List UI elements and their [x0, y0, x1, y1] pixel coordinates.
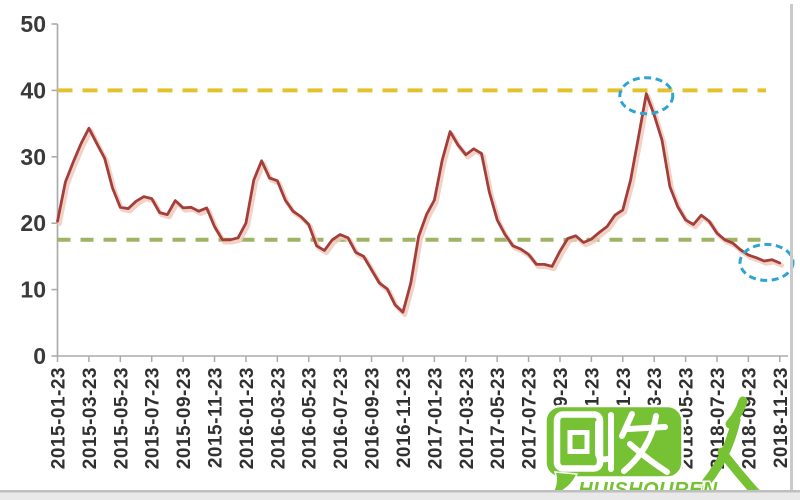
y-axis-label: 10	[20, 277, 46, 303]
x-axis-label: 2017-01-23	[425, 367, 446, 469]
right-border	[790, 4, 793, 494]
series-line-shadow	[57, 93, 785, 317]
x-axis-label: 2015-03-23	[80, 367, 101, 469]
x-axis-label: 2018-09-23	[739, 367, 760, 469]
x-axis-label: 2017-03-23	[457, 367, 478, 469]
x-axis-label: 2015-01-23	[49, 367, 70, 469]
x-axis-label: 2016-05-23	[300, 367, 321, 469]
series-line	[56, 92, 782, 314]
x-axis-label: 2015-09-23	[174, 367, 195, 469]
watermark-shou-glyph	[595, 411, 670, 475]
x-axis-label: 2016-03-23	[268, 367, 289, 469]
bottom-border	[0, 490, 800, 493]
y-axis-label: 40	[20, 77, 46, 103]
bottom-margin	[0, 492, 800, 500]
x-axis-label: 2017-07-23	[520, 367, 541, 469]
x-axis-label: 2016-07-23	[331, 367, 352, 469]
x-axis-label: 2015-05-23	[111, 367, 132, 469]
x-axis-label: 2016-11-23	[394, 367, 415, 468]
x-axis-label: 2017-05-23	[488, 367, 509, 469]
peak-highlight-ellipse	[618, 76, 675, 116]
x-axis-label: 2015-11-23	[206, 367, 227, 468]
y-axis-label: 20	[20, 210, 46, 236]
x-axis-label: 2016-09-23	[363, 367, 384, 469]
chart-generated-layer: 0 10 20 30 40 50 2015-01-23 2015-03-23 2015-05-2…	[20, 11, 795, 469]
x-axis-label: 2015-07-23	[143, 367, 164, 469]
x-axis-label: 2018-11-23	[771, 367, 792, 468]
x-axis-label: 2018-07-23	[708, 367, 729, 469]
y-axis-label: 30	[20, 144, 46, 170]
y-axis-label: 50	[20, 11, 46, 37]
x-axis-label: 2016-01-23	[237, 367, 258, 469]
y-axis-label: 0	[33, 343, 46, 369]
